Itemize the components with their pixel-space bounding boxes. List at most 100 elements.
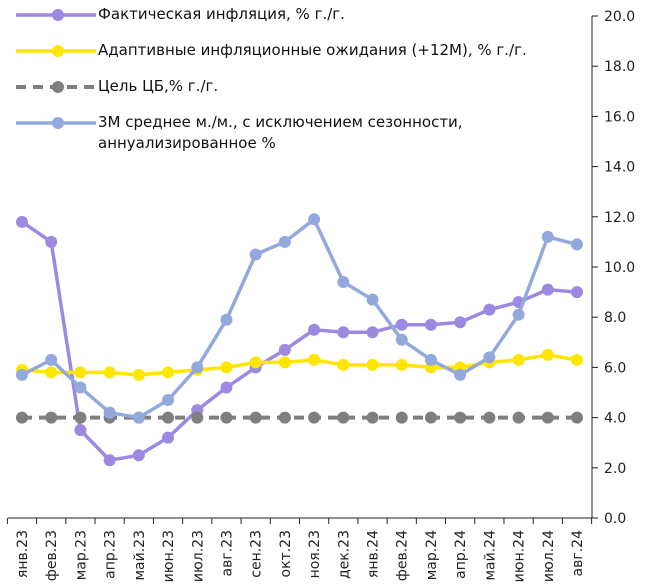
series-marker — [454, 411, 467, 424]
series-marker — [424, 318, 437, 331]
legend-swatch — [16, 9, 96, 21]
series-marker — [16, 215, 28, 228]
series-marker — [337, 411, 350, 424]
legend-marker — [52, 45, 64, 57]
series-marker — [308, 353, 321, 366]
series-marker — [132, 449, 145, 462]
series-marker — [483, 351, 496, 364]
series-marker — [162, 394, 175, 407]
y-tick-label: 6.0 — [604, 360, 626, 376]
series-marker — [220, 361, 233, 374]
series-marker — [74, 366, 87, 379]
series-marker — [278, 411, 291, 424]
y-tick-label: 20.0 — [604, 9, 635, 25]
series-marker — [45, 411, 58, 424]
series-marker — [249, 248, 262, 261]
x-tick-label: янв.23 — [15, 530, 31, 578]
x-tick-label: авг.24 — [570, 530, 586, 577]
series-marker — [103, 406, 116, 419]
x-tick-label: май.24 — [482, 530, 498, 581]
series-marker — [366, 326, 379, 339]
series-marker — [74, 424, 87, 437]
series-marker — [278, 356, 291, 369]
series-marker — [220, 381, 233, 394]
series-marker — [103, 454, 116, 467]
legend-swatch — [16, 117, 96, 129]
series-marker — [483, 303, 496, 316]
series-marker — [366, 411, 379, 424]
x-tick-label: июл.23 — [190, 530, 206, 582]
series-marker — [541, 283, 554, 296]
series-marker — [395, 358, 408, 371]
series-marker — [512, 308, 525, 321]
series-marker — [162, 411, 175, 424]
y-tick-label: 10.0 — [604, 260, 635, 276]
y-tick-label: 2.0 — [604, 461, 626, 477]
legend-item: Адаптивные инфляционные ожидания (+12М),… — [14, 40, 558, 62]
series-marker — [132, 411, 145, 424]
y-tick-label: 18.0 — [604, 59, 635, 75]
series-marker — [74, 411, 87, 424]
series-marker — [512, 411, 525, 424]
y-tick-label: 14.0 — [604, 160, 635, 176]
legend-label: Адаптивные инфляционные ожидания (+12М),… — [98, 41, 527, 59]
x-tick-label: июн.23 — [161, 530, 177, 582]
series-marker — [366, 293, 379, 306]
legend-label: 3М среднее м./м., с исключением сезоннос… — [98, 113, 463, 152]
legend-label: Цель ЦБ,% г./г. — [98, 77, 219, 95]
legend-marker — [52, 81, 64, 93]
legend-item: Цель ЦБ,% г./г. — [14, 76, 558, 98]
series-marker — [483, 411, 496, 424]
series-marker — [571, 411, 583, 424]
series-marker — [45, 353, 58, 366]
series-marker — [541, 230, 554, 243]
series-marker — [103, 366, 116, 379]
series-marker — [191, 411, 204, 424]
series-marker — [308, 323, 321, 336]
legend-label: Фактическая инфляция, % г./г. — [98, 5, 345, 23]
series-marker — [395, 333, 408, 346]
x-tick-label: фев.24 — [395, 530, 411, 581]
series-marker — [220, 411, 233, 424]
series-line — [21, 220, 578, 463]
x-tick-label: фев.23 — [44, 530, 60, 581]
x-tick-label: апр.24 — [453, 530, 469, 579]
series-marker — [571, 238, 583, 251]
series-marker — [337, 276, 350, 289]
series-marker — [395, 411, 408, 424]
series-marker — [132, 368, 145, 381]
x-tick-label: июн.24 — [512, 530, 528, 582]
x-tick-label: авг.23 — [219, 530, 235, 576]
y-tick-label: 12.0 — [604, 210, 635, 226]
x-tick-label: сен.23 — [249, 530, 265, 578]
series-marker — [424, 411, 437, 424]
x-tick-label: мар.23 — [73, 530, 89, 580]
series-marker — [454, 316, 467, 329]
series-marker — [395, 318, 408, 331]
x-tick-label: ноя.23 — [307, 530, 323, 578]
series-marker — [249, 411, 262, 424]
legend-marker — [52, 9, 64, 21]
x-tick-label: окт.23 — [278, 530, 294, 577]
series-marker — [512, 353, 525, 366]
series-marker — [45, 235, 58, 248]
series-marker — [249, 356, 262, 369]
series-marker — [571, 286, 583, 299]
legend-swatch — [16, 45, 96, 57]
x-tick-label: дек.23 — [336, 530, 352, 579]
series-marker — [74, 381, 87, 394]
series-marker — [541, 411, 554, 424]
y-tick-label: 0.0 — [604, 511, 626, 527]
x-tick-label: апр.23 — [103, 530, 119, 579]
series-marker — [571, 353, 583, 366]
series-marker — [337, 326, 350, 339]
series-marker — [278, 343, 291, 356]
series-marker — [16, 368, 28, 381]
series-marker — [45, 366, 58, 379]
series-marker — [308, 213, 321, 226]
series-marker — [454, 368, 467, 381]
series-marker — [337, 358, 350, 371]
legend-item: Фактическая инфляция, % г./г. — [14, 4, 558, 26]
